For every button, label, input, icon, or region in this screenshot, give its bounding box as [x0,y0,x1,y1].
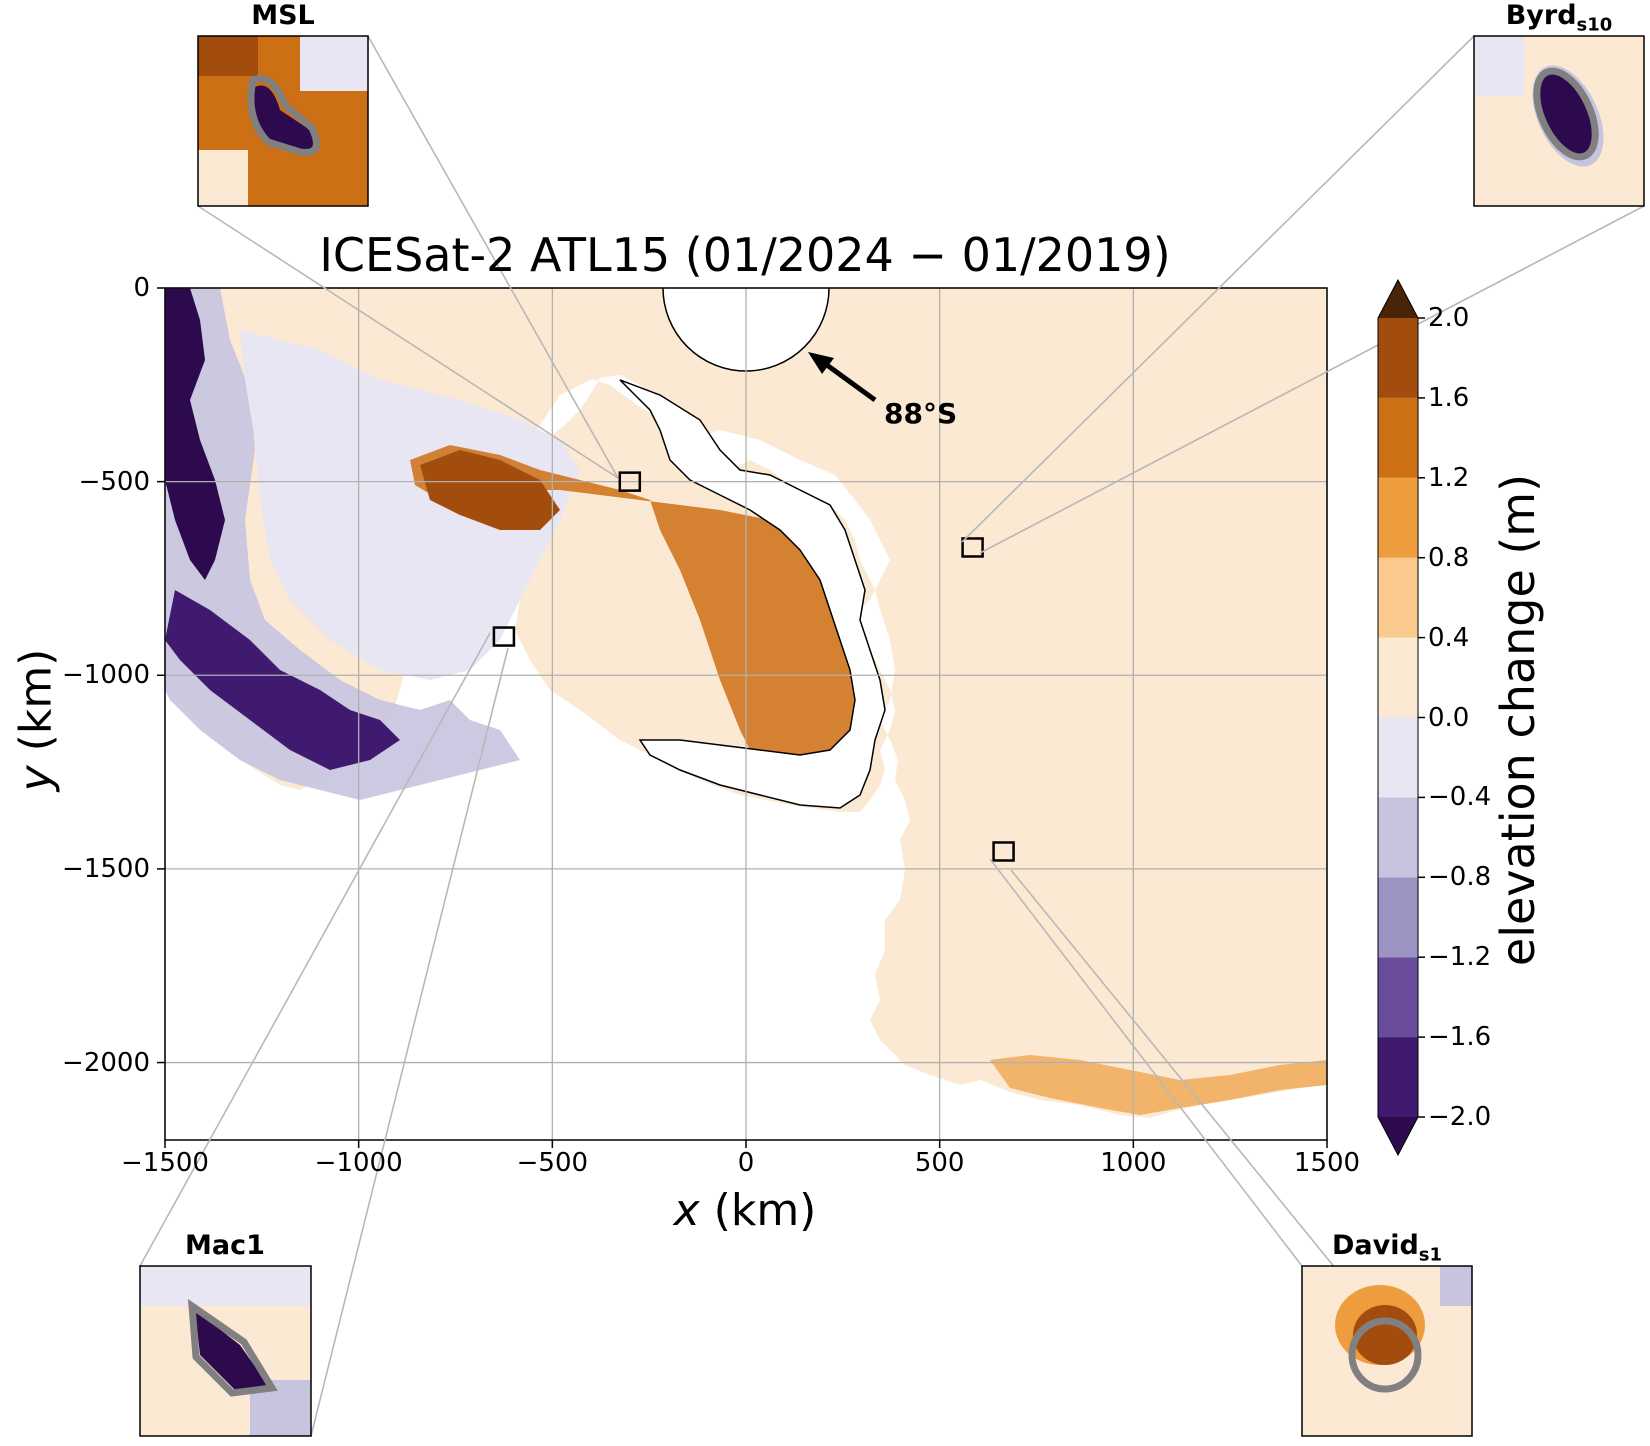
colorbar-label: elevation change (m) [1491,473,1545,967]
colorbar-band [1378,477,1418,558]
dark-purple-margin [165,288,225,580]
colorbar-tick-label: −2.0 [1428,1102,1492,1132]
chart-title: ICESat-2 ATL15 (01/2024 − 01/2019) [319,228,1171,282]
colorbar-band [1378,557,1418,638]
colorbar-tick-label: −1.6 [1428,1022,1492,1053]
colorbar-band [1378,957,1418,1038]
dark-brown-msl [420,450,560,530]
lake-markers [492,471,1015,862]
colorbar-tick-label: 2.0 [1428,303,1470,333]
colorbar-band [1378,717,1418,798]
colorbar-tick-label: −1.2 [1428,942,1492,973]
x-tick-label: 0 [737,1148,755,1178]
lake-marker-msl [618,471,642,492]
colorbar-extend-min [1378,1117,1418,1155]
inset-leader-lines [139,35,1645,1437]
colorbar [1377,278,1425,1157]
colorbar-band [1378,397,1418,478]
x-tick-label: 1000 [1100,1148,1167,1178]
colorbar-band [1378,1037,1418,1117]
colorbar-tick-label: 1.6 [1428,382,1470,413]
inset-byrd [1473,35,1645,207]
y-tick-label: −1500 [62,853,150,884]
y-tick-label: 0 [133,273,150,303]
light-purple-interior [240,330,580,680]
lake-marker-byrd [961,537,984,558]
x-tick-label: −500 [516,1148,589,1178]
brown-outlet-streaks [410,445,880,790]
colorbar-tick-label: 0.8 [1428,542,1470,573]
x-tick-label: 500 [914,1148,965,1178]
y-axis-ticks [157,287,165,1064]
colorbar-band [1378,637,1418,718]
ross-ice-shelf [619,379,886,809]
colorbar-tick-label: −0.8 [1428,862,1492,893]
inset-title-msl: MSL [251,0,315,31]
y-tick-label: −2000 [62,1047,150,1078]
lake-marker-mac1 [492,626,516,647]
inset-title-mac1: Mac1 [185,1230,265,1261]
x-tick-label: 1500 [1293,1148,1361,1178]
annotation-arrow [808,352,877,403]
annotation-88s: 88°S [884,397,958,430]
colorbar-tick-label: 1.2 [1428,462,1470,493]
inset-mac1 [139,1265,312,1437]
east-coast-fringe [990,1055,1327,1115]
inset-david [1301,1265,1473,1437]
colorbar-band [1378,877,1418,958]
x-tick-label: −1500 [121,1148,209,1178]
lake-marker-david [992,841,1015,862]
colorbar-tick-label: 0.4 [1428,622,1470,653]
x-axis-ticks [164,1140,1328,1148]
x-axis-label: x (km) [673,1185,817,1236]
x-tick-label: −1000 [314,1148,403,1178]
colorbar-tick-label: 0.0 [1428,702,1470,733]
colorbar-extend-max [1378,280,1418,318]
y-tick-label: −500 [78,466,150,497]
colorbar-band [1378,797,1418,878]
y-tick-label: −1000 [62,660,150,691]
inset-title-byrd: Byrds10 [1505,0,1613,36]
colorbar-band [1378,318,1418,398]
colorbar-tick-label: −0.4 [1428,782,1492,813]
inset-title-david: Davids1 [1331,1230,1443,1266]
dark-purple-coast [165,590,400,770]
inset-msl [197,35,369,207]
